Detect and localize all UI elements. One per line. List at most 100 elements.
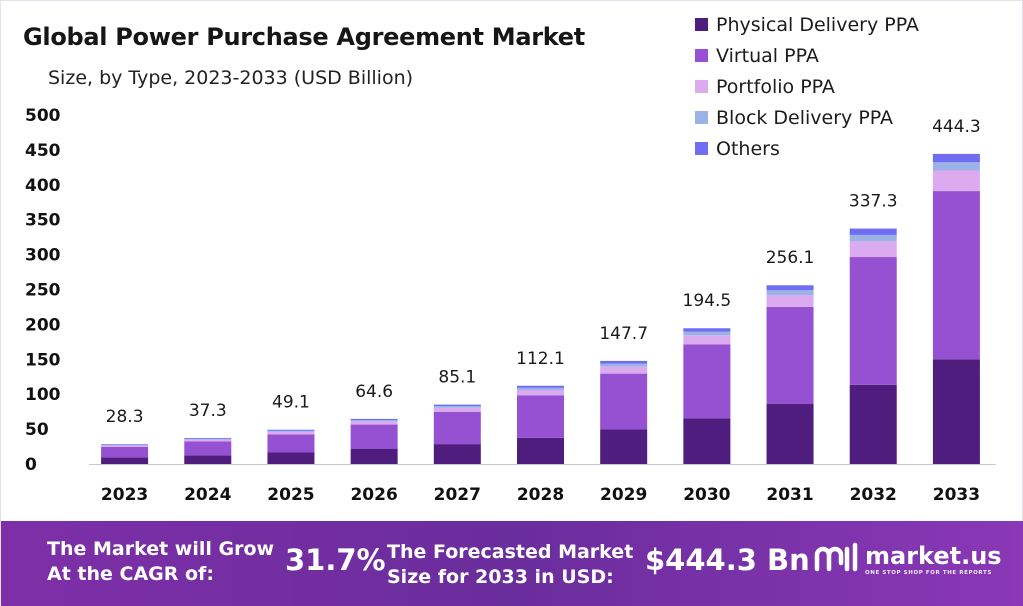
bar-segment-others <box>517 385 564 388</box>
legend-swatch <box>695 142 708 155</box>
bar-segment-virtual-ppa <box>683 344 731 419</box>
y-tick-label: 400 <box>25 176 61 196</box>
bar-segment-portfolio-ppa <box>101 445 149 447</box>
legend-label: Physical Delivery PPA <box>716 13 919 36</box>
legend-swatch <box>695 18 708 31</box>
chart-subtitle: Size, by Type, 2023-2033 (USD Billion) <box>48 67 414 89</box>
bar-segment-block-delivery-ppa <box>849 234 897 242</box>
legend-item: Virtual PPA <box>695 40 919 71</box>
bar-segment-portfolio-ppa <box>683 335 731 345</box>
chart-title: Global Power Purchase Agreement Market <box>23 23 585 51</box>
bar-segment-virtual-ppa <box>184 441 232 456</box>
bar-segment-virtual-ppa <box>101 446 149 458</box>
bar-total-label: 444.3 <box>932 117 981 137</box>
bar-segment-others <box>433 404 481 407</box>
bar-segment-block-delivery-ppa <box>350 420 398 422</box>
bar-segment-virtual-ppa <box>932 191 980 360</box>
chart-legend: Physical Delivery PPA Virtual PPA Portfoli… <box>695 9 919 164</box>
brand-name: market.us <box>865 541 1002 570</box>
bar-segment-virtual-ppa <box>433 411 481 445</box>
y-tick-label: 250 <box>25 281 61 301</box>
bar-segment-physical-delivery-ppa <box>267 452 315 464</box>
cagr-label: The Market will Grow At the CAGR of: <box>47 537 274 587</box>
y-tick-label: 500 <box>25 106 61 126</box>
x-tick-label: 2031 <box>766 485 813 505</box>
bar-segment-others <box>683 328 731 332</box>
x-tick-label: 2024 <box>184 485 231 505</box>
bar-segment-block-delivery-ppa <box>683 331 731 336</box>
bar-segment-portfolio-ppa <box>600 366 648 374</box>
bar-segment-physical-delivery-ppa <box>433 444 481 464</box>
cagr-label-line-2: At the CAGR of: <box>47 563 214 585</box>
bar-total-label: 147.7 <box>599 324 648 344</box>
bar-segment-physical-delivery-ppa <box>766 403 814 464</box>
brand-logo[interactable]: market.us ONE STOP SHOP FOR THE REPORTS <box>813 541 1002 577</box>
bar-segment-physical-delivery-ppa <box>600 429 648 464</box>
x-tick-label: 2023 <box>101 485 148 505</box>
bar-segment-virtual-ppa <box>849 257 897 385</box>
footer-banner: The Market will Grow At the CAGR of: 31.… <box>1 521 1023 606</box>
bar-segment-block-delivery-ppa <box>932 162 980 171</box>
bar-segment-virtual-ppa <box>766 306 814 404</box>
bar-segment-portfolio-ppa <box>517 390 564 396</box>
legend-swatch <box>695 80 708 93</box>
y-tick-label: 100 <box>25 385 61 405</box>
bar-segment-virtual-ppa <box>350 424 398 449</box>
bar-segment-virtual-ppa <box>600 373 648 430</box>
x-tick-label: 2025 <box>267 485 314 505</box>
bar-segment-others <box>600 360 648 364</box>
y-tick-label: 450 <box>25 141 61 161</box>
bar-segment-physical-delivery-ppa <box>849 384 897 464</box>
y-tick-label: 50 <box>25 420 49 440</box>
bar-segment-others <box>267 429 315 431</box>
cagr-value: 31.7% <box>285 543 386 577</box>
legend-label: Virtual PPA <box>716 44 819 67</box>
x-tick-label: 2030 <box>683 485 730 505</box>
bar-segment-physical-delivery-ppa <box>683 418 731 464</box>
bar-segment-block-delivery-ppa <box>766 290 814 296</box>
bar-segment-block-delivery-ppa <box>267 430 315 432</box>
bar-total-label: 112.1 <box>516 349 565 369</box>
cagr-label-line-1: The Market will Grow <box>47 538 275 560</box>
legend-item: Physical Delivery PPA <box>695 9 919 40</box>
bar-segment-physical-delivery-ppa <box>101 457 149 464</box>
forecast-value: $444.3 Bn <box>645 543 810 577</box>
forecast-label-line-1: The Forecasted Market <box>387 541 634 563</box>
bar-total-label: 28.3 <box>106 407 144 427</box>
bar-segment-physical-delivery-ppa <box>184 455 232 464</box>
bar-segment-block-delivery-ppa <box>184 438 232 440</box>
bar-segment-block-delivery-ppa <box>517 387 564 391</box>
bar-segment-virtual-ppa <box>517 395 564 438</box>
bar-total-label: 85.1 <box>438 368 476 388</box>
bar-segment-others <box>101 444 149 445</box>
y-tick-label: 200 <box>25 315 61 335</box>
legend-swatch <box>695 49 708 62</box>
bar-segment-others <box>184 437 232 439</box>
bar-segment-block-delivery-ppa <box>433 406 481 408</box>
x-tick-label: 2032 <box>850 485 897 505</box>
forecast-label: The Forecasted Market Size for 2033 in U… <box>387 540 633 590</box>
bar-segment-block-delivery-ppa <box>600 363 648 367</box>
x-tick-label: 2029 <box>600 485 647 505</box>
bar-segment-others <box>350 418 398 421</box>
legend-item: Others <box>695 133 919 164</box>
bar-segment-portfolio-ppa <box>932 170 980 192</box>
y-tick-label: 150 <box>25 350 61 370</box>
legend-label: Portfolio PPA <box>716 75 835 98</box>
bar-total-label: 256.1 <box>766 248 815 268</box>
y-tick-label: 350 <box>25 211 61 231</box>
stacked-bar-chart: 0 50 100 150 200 250 300 350 400 450 500 28.3 2023 37… <box>25 106 996 505</box>
bar-segment-portfolio-ppa <box>766 295 814 307</box>
bar-segment-others <box>932 153 980 163</box>
legend-swatch <box>695 111 708 124</box>
bar-segment-physical-delivery-ppa <box>932 359 980 464</box>
x-tick-label: 2028 <box>517 485 564 505</box>
brand-tagline: ONE STOP SHOP FOR THE REPORTS <box>865 569 992 576</box>
market-us-logo-icon <box>814 542 858 572</box>
legend-item: Block Delivery PPA <box>695 102 919 133</box>
bar-segment-others <box>849 228 897 235</box>
x-tick-label: 2027 <box>434 485 481 505</box>
bar-segment-block-delivery-ppa <box>101 444 149 446</box>
bar-total-label: 37.3 <box>189 401 227 421</box>
bar-segment-physical-delivery-ppa <box>350 448 398 464</box>
